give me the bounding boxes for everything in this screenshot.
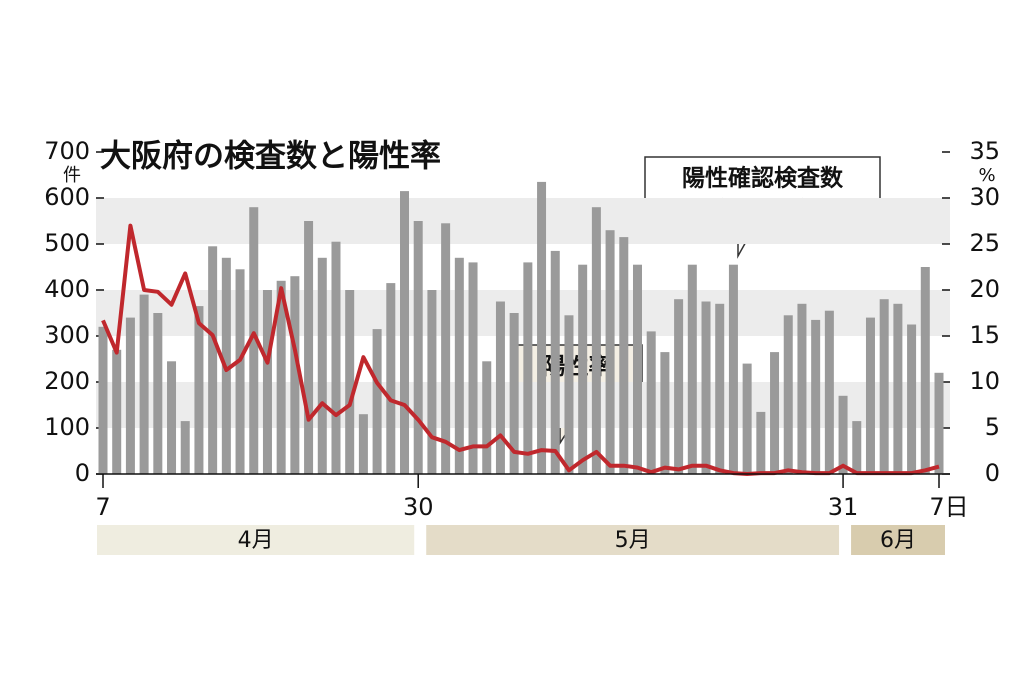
bar bbox=[701, 301, 711, 474]
y-tick-label: 700 bbox=[44, 137, 90, 165]
bar bbox=[262, 290, 272, 474]
month-band bbox=[851, 525, 945, 555]
bar bbox=[194, 306, 204, 474]
bar bbox=[139, 294, 149, 474]
y-tick-label: 500 bbox=[44, 229, 90, 257]
y2-tick-label: 25 bbox=[969, 229, 1000, 257]
bar bbox=[742, 363, 752, 474]
month-label: 4月 bbox=[238, 528, 274, 553]
bar bbox=[358, 414, 368, 474]
bar bbox=[441, 223, 451, 474]
bar bbox=[427, 290, 437, 474]
y2-unit: % bbox=[978, 165, 995, 186]
bar bbox=[824, 310, 834, 474]
bar bbox=[331, 241, 341, 474]
bar bbox=[783, 315, 793, 474]
y2-tick-label: 5 bbox=[985, 413, 1000, 441]
x-tick-label: 31 bbox=[828, 493, 859, 521]
y-tick-label: 0 bbox=[75, 459, 90, 487]
callout-title: 陽性確認検査数 bbox=[682, 165, 844, 192]
bar bbox=[372, 329, 382, 474]
bar bbox=[112, 349, 122, 474]
bar bbox=[564, 315, 574, 474]
x-tick-label: 7 bbox=[95, 493, 110, 521]
line bbox=[101, 223, 940, 476]
bar bbox=[98, 326, 108, 474]
y-tick-label: 600 bbox=[44, 183, 90, 211]
y2-tick-label: 0 bbox=[985, 459, 1000, 487]
bar bbox=[249, 207, 259, 474]
bar bbox=[687, 264, 697, 474]
bar bbox=[550, 250, 560, 474]
bar bbox=[386, 283, 396, 474]
month-label: 6月 bbox=[880, 528, 916, 553]
bar bbox=[578, 264, 588, 474]
bar bbox=[893, 303, 903, 474]
x-tick-label: 30 bbox=[403, 493, 434, 521]
y2-tick-label: 10 bbox=[969, 367, 1000, 395]
bar bbox=[180, 421, 190, 474]
month-label: 5月 bbox=[615, 528, 651, 553]
bar bbox=[770, 352, 780, 474]
bar bbox=[728, 264, 738, 474]
bar bbox=[838, 395, 848, 474]
bar bbox=[537, 181, 547, 474]
bar bbox=[674, 299, 684, 474]
y2-tick-label: 15 bbox=[969, 321, 1000, 349]
bar bbox=[290, 276, 300, 474]
x-tick-label: 7日 bbox=[929, 493, 968, 521]
bar bbox=[865, 317, 875, 474]
bar bbox=[660, 352, 670, 474]
grid-band bbox=[96, 198, 950, 244]
bar bbox=[756, 411, 766, 474]
month-band bbox=[97, 525, 415, 555]
bar bbox=[646, 331, 656, 474]
bar bbox=[482, 361, 492, 474]
bar bbox=[235, 269, 245, 474]
bar bbox=[400, 191, 410, 474]
y-unit: 件 bbox=[63, 165, 81, 186]
bar bbox=[879, 299, 889, 474]
month-band bbox=[426, 525, 840, 555]
bar bbox=[167, 361, 177, 474]
bar bbox=[591, 207, 601, 474]
bar bbox=[523, 262, 533, 474]
bar bbox=[811, 319, 821, 474]
bar bbox=[619, 237, 629, 474]
y2-tick-label: 35 bbox=[969, 137, 1000, 165]
bar bbox=[509, 313, 519, 474]
bar bbox=[715, 303, 725, 474]
bar bbox=[907, 324, 917, 474]
bar bbox=[317, 257, 327, 474]
bar bbox=[495, 301, 505, 474]
bar bbox=[920, 267, 930, 474]
bar bbox=[454, 257, 464, 474]
y2-tick-label: 30 bbox=[969, 183, 1000, 211]
y2-tick-label: 20 bbox=[969, 275, 1000, 303]
y-tick-label: 200 bbox=[44, 367, 90, 395]
chart-title: 大阪府の検査数と陽性率 bbox=[100, 139, 441, 175]
bar bbox=[276, 280, 286, 474]
bar bbox=[797, 303, 807, 474]
bar bbox=[345, 290, 355, 474]
bar bbox=[125, 317, 135, 474]
bar bbox=[852, 421, 862, 474]
bar bbox=[632, 264, 642, 474]
bar bbox=[208, 246, 218, 474]
y-tick-label: 300 bbox=[44, 321, 90, 349]
bar bbox=[413, 221, 423, 474]
y-tick-label: 100 bbox=[44, 413, 90, 441]
bar bbox=[153, 313, 163, 474]
bar bbox=[304, 221, 314, 474]
bar bbox=[605, 230, 615, 474]
y-tick-label: 400 bbox=[44, 275, 90, 303]
bar bbox=[468, 262, 478, 474]
bar bbox=[934, 372, 944, 474]
